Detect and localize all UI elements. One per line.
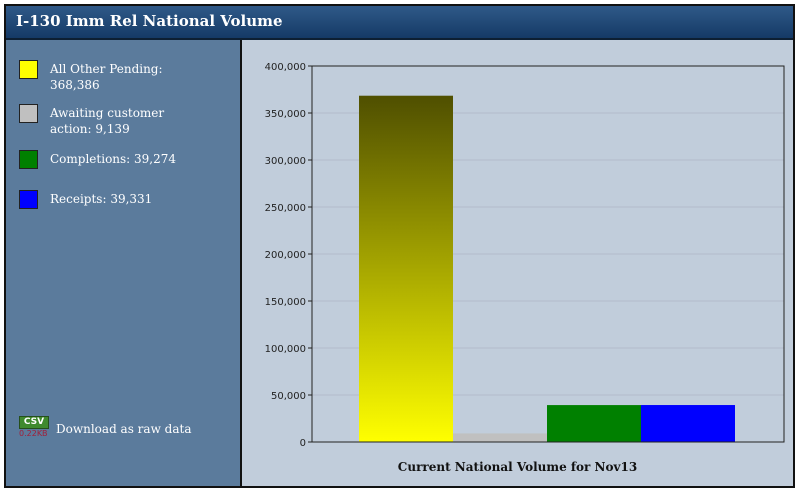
csv-file-size: 0.22KB <box>19 429 48 438</box>
bar-receipts[interactable] <box>641 405 735 442</box>
legend-swatch <box>19 150 38 169</box>
legend-label: Receipts: 39,331 <box>50 192 153 206</box>
y-tick-label: 150,000 <box>265 297 306 308</box>
legend-swatch <box>19 104 38 123</box>
widget-frame: I-130 Imm Rel National Volume All Other … <box>4 4 795 488</box>
y-tick-label: 350,000 <box>265 109 306 120</box>
y-tick-label: 250,000 <box>265 203 306 214</box>
bar-awaiting-customer-action[interactable] <box>453 433 547 442</box>
widget-title: I-130 Imm Rel National Volume <box>16 12 283 30</box>
y-tick-label: 0 <box>300 438 306 449</box>
y-tick-label: 300,000 <box>265 156 306 167</box>
legend-label: Completions: 39,274 <box>50 152 177 166</box>
chart-area: 0 50,000 100,000 150,000 200,000 250,000 300,0… <box>242 40 793 486</box>
x-axis-label: Current National Volume for Nov13 <box>397 460 638 474</box>
bar-completions[interactable] <box>547 405 641 442</box>
legend-label: All Other Pending: 368,386 <box>50 62 163 92</box>
y-tick-label: 100,000 <box>265 344 306 355</box>
csv-download-link[interactable]: CSV 0.22KB <box>19 416 51 439</box>
download-raw-data-link[interactable]: Download as raw data <box>56 422 192 436</box>
title-bar: I-130 Imm Rel National Volume <box>6 6 793 40</box>
y-tick-label: 400,000 <box>265 62 306 73</box>
y-tick-label: 50,000 <box>271 391 306 402</box>
legend-swatch <box>19 60 38 79</box>
legend-panel: All Other Pending: 368,386 Awaiting cust… <box>6 40 242 486</box>
bar-chart: 0 50,000 100,000 150,000 200,000 250,000 300,0… <box>265 62 785 449</box>
y-tick-label: 200,000 <box>265 250 306 261</box>
bar-all-other-pending[interactable] <box>359 95 453 442</box>
legend-swatch <box>19 190 38 209</box>
legend-label: Awaiting customer action: 9,139 <box>50 106 165 136</box>
csv-icon[interactable]: CSV <box>19 416 49 429</box>
